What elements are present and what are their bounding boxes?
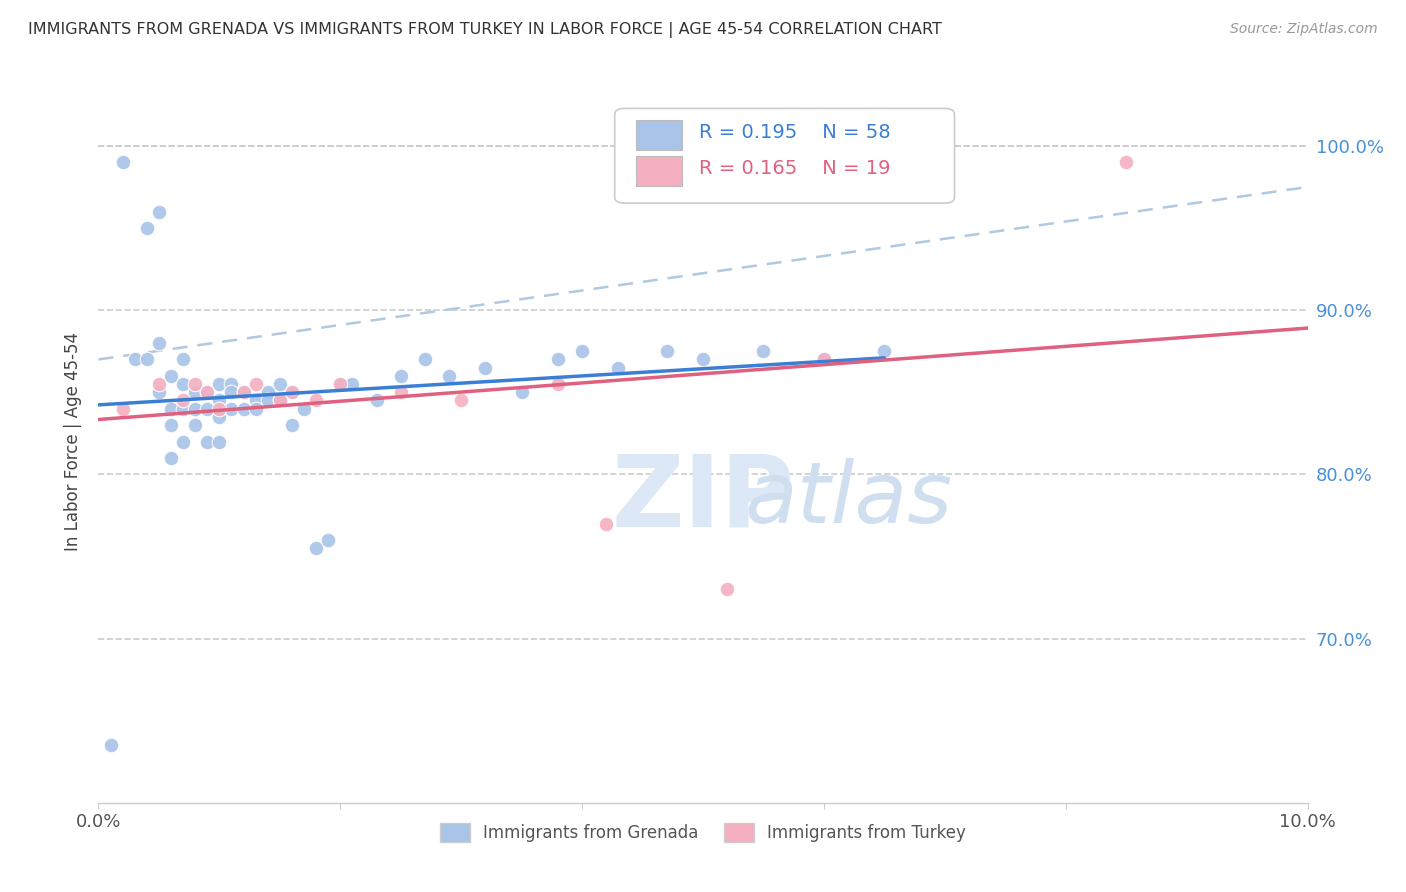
Point xyxy=(245,393,267,408)
Point xyxy=(208,401,231,416)
FancyBboxPatch shape xyxy=(637,156,682,186)
Point xyxy=(160,450,183,465)
Point xyxy=(184,418,207,433)
Point xyxy=(547,377,569,392)
Point xyxy=(305,541,328,556)
Point xyxy=(269,393,291,408)
Point xyxy=(655,344,678,359)
FancyBboxPatch shape xyxy=(614,109,955,203)
Point xyxy=(329,377,352,392)
Point xyxy=(474,360,496,375)
Point xyxy=(195,385,218,400)
Point xyxy=(437,368,460,383)
Point xyxy=(172,377,194,392)
Point xyxy=(292,401,315,416)
Point xyxy=(148,336,170,351)
Point xyxy=(232,401,254,416)
Point xyxy=(873,344,896,359)
Point xyxy=(184,377,207,392)
Text: atlas: atlas xyxy=(744,458,952,541)
Point xyxy=(450,393,472,408)
Point xyxy=(148,385,170,400)
Text: ZIP: ZIP xyxy=(612,450,794,548)
Point xyxy=(1115,155,1137,169)
Point xyxy=(256,385,278,400)
Point xyxy=(510,385,533,400)
Point xyxy=(316,533,339,547)
Point xyxy=(160,418,183,433)
Y-axis label: In Labor Force | Age 45-54: In Labor Force | Age 45-54 xyxy=(63,332,82,551)
Text: IMMIGRANTS FROM GRENADA VS IMMIGRANTS FROM TURKEY IN LABOR FORCE | AGE 45-54 COR: IMMIGRANTS FROM GRENADA VS IMMIGRANTS FR… xyxy=(28,22,942,38)
Point xyxy=(135,352,157,367)
Point xyxy=(184,385,207,400)
Point xyxy=(172,434,194,449)
Point xyxy=(148,204,170,219)
Point xyxy=(135,221,157,235)
Point xyxy=(305,393,328,408)
Point xyxy=(195,385,218,400)
Text: R = 0.195    N = 58: R = 0.195 N = 58 xyxy=(699,123,891,142)
Point xyxy=(692,352,714,367)
Point xyxy=(281,385,304,400)
Point xyxy=(813,352,835,367)
Point xyxy=(269,393,291,408)
Point xyxy=(221,377,243,392)
Point xyxy=(245,377,267,392)
Point xyxy=(413,352,436,367)
Point xyxy=(100,739,122,753)
Point xyxy=(595,516,617,531)
Point xyxy=(389,368,412,383)
Point xyxy=(221,385,243,400)
Point xyxy=(172,352,194,367)
Point xyxy=(571,344,593,359)
FancyBboxPatch shape xyxy=(637,120,682,151)
Point xyxy=(195,401,218,416)
Point xyxy=(221,401,243,416)
Point xyxy=(813,352,835,367)
Point xyxy=(752,344,775,359)
Point xyxy=(232,385,254,400)
Point xyxy=(607,360,630,375)
Point xyxy=(245,401,267,416)
Point xyxy=(111,155,134,169)
Point xyxy=(111,401,134,416)
Point xyxy=(208,409,231,424)
Point xyxy=(208,377,231,392)
Point xyxy=(148,377,170,392)
Point xyxy=(547,352,569,367)
Point xyxy=(389,385,412,400)
Legend: Immigrants from Grenada, Immigrants from Turkey: Immigrants from Grenada, Immigrants from… xyxy=(433,816,973,848)
Point xyxy=(172,401,194,416)
Text: R = 0.165    N = 19: R = 0.165 N = 19 xyxy=(699,159,891,178)
Point xyxy=(160,401,183,416)
Point xyxy=(208,434,231,449)
Point xyxy=(281,385,304,400)
Point xyxy=(172,393,194,408)
Point xyxy=(281,418,304,433)
Point xyxy=(256,393,278,408)
Point xyxy=(195,434,218,449)
Point xyxy=(366,393,388,408)
Point xyxy=(160,368,183,383)
Point xyxy=(269,377,291,392)
Text: Source: ZipAtlas.com: Source: ZipAtlas.com xyxy=(1230,22,1378,37)
Point xyxy=(124,352,146,367)
Point xyxy=(232,385,254,400)
Point xyxy=(329,377,352,392)
Point xyxy=(208,393,231,408)
Point xyxy=(342,377,364,392)
Point xyxy=(184,401,207,416)
Point xyxy=(716,582,738,597)
